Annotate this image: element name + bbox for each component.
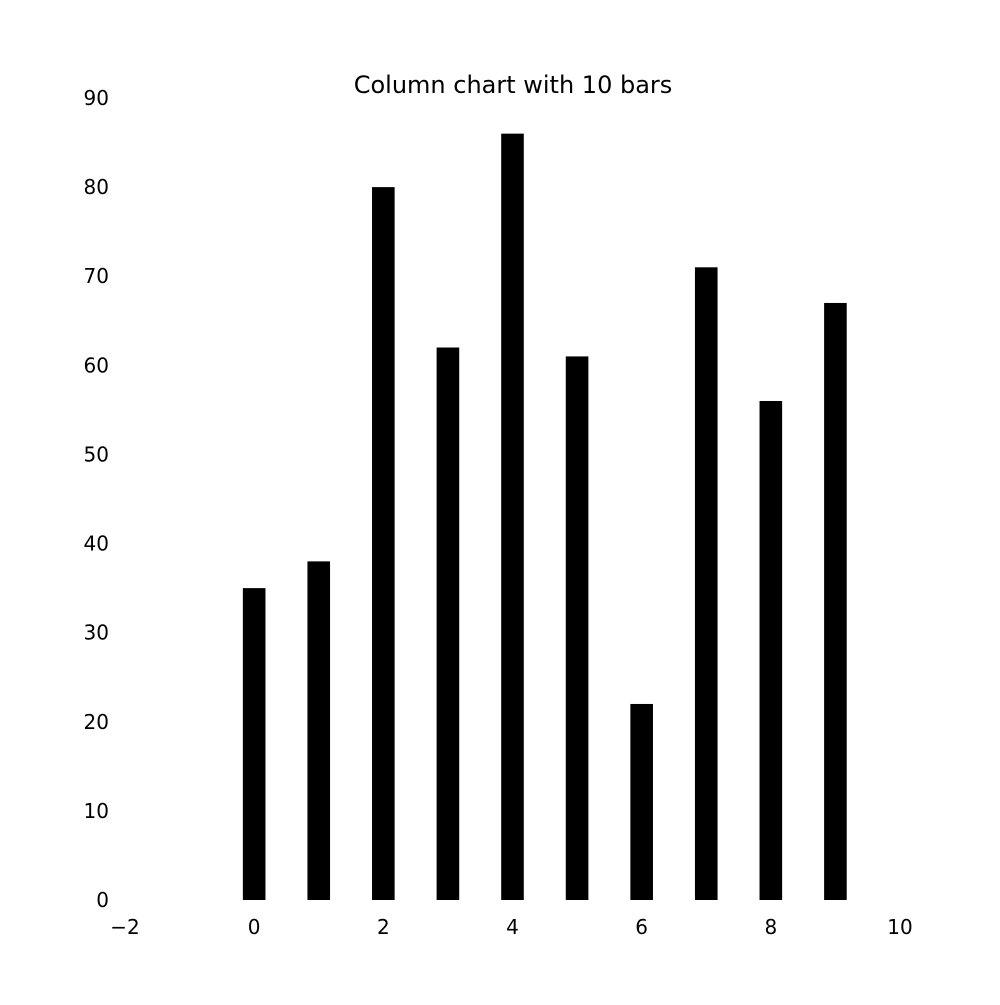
y-tick-label: 0 bbox=[96, 888, 109, 912]
bar-2 bbox=[372, 187, 395, 901]
x-tick-label: 0 bbox=[248, 915, 261, 939]
y-tick-label: 10 bbox=[84, 799, 109, 823]
x-tick-label: 8 bbox=[764, 915, 777, 939]
y-tick-label: 30 bbox=[84, 621, 109, 645]
bar-9 bbox=[824, 302, 847, 900]
x-tick-label: 10 bbox=[887, 915, 912, 939]
bar-7 bbox=[694, 267, 718, 900]
chart-title: Column chart with 10 bars bbox=[354, 71, 673, 99]
y-tick-label: 50 bbox=[84, 442, 109, 466]
bar-6 bbox=[630, 703, 653, 900]
y-tick-label: 60 bbox=[84, 353, 109, 377]
x-tick-label: 6 bbox=[635, 915, 648, 939]
x-tick-label: 4 bbox=[506, 915, 519, 939]
bar-0 bbox=[242, 588, 266, 900]
bar-8 bbox=[759, 400, 783, 900]
y-tick-label: 20 bbox=[84, 710, 109, 734]
x-axis-tick-labels: −2 0 2 4 6 8 10 bbox=[110, 915, 912, 939]
x-tick-label: 2 bbox=[377, 915, 390, 939]
x-tick-label: −2 bbox=[110, 915, 139, 939]
bar-4 bbox=[501, 133, 524, 901]
y-tick-label: 70 bbox=[84, 264, 109, 288]
bar-3 bbox=[436, 347, 460, 900]
bar-1 bbox=[307, 561, 331, 900]
bar-5 bbox=[565, 356, 589, 900]
y-axis-tick-labels: 0 10 20 30 40 50 60 70 80 90 bbox=[84, 86, 109, 912]
y-tick-label: 40 bbox=[84, 532, 109, 556]
bars-group bbox=[242, 133, 847, 901]
y-tick-label: 90 bbox=[84, 86, 109, 110]
y-tick-label: 80 bbox=[84, 175, 109, 199]
